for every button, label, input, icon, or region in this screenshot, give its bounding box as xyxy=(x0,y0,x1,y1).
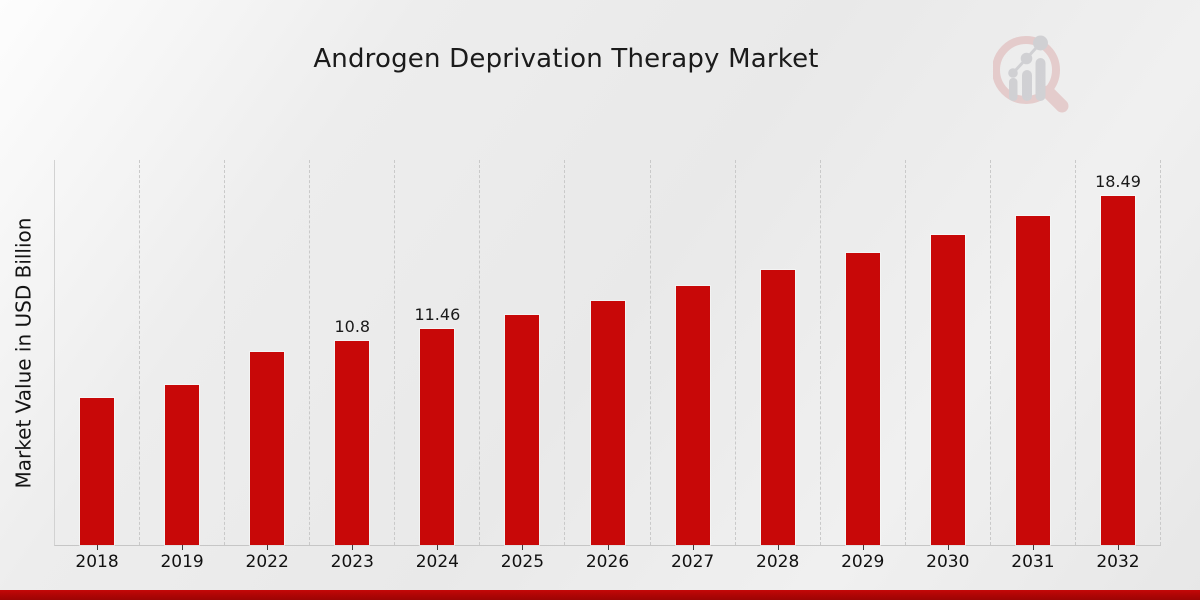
bar-2028 xyxy=(760,270,795,545)
bar-column-2031: 2031 xyxy=(991,160,1076,572)
x-tick-2031 xyxy=(1032,545,1034,550)
bar-2019 xyxy=(165,385,200,545)
bar-column-2027: 2027 xyxy=(651,160,736,572)
bar-column-2030: 2030 xyxy=(906,160,991,572)
bar-column-2032: 18.49 2032 xyxy=(1076,160,1162,572)
logo-dot-medium-icon xyxy=(1020,52,1033,65)
x-tick-label-2027: 2027 xyxy=(670,552,715,572)
bar-2018 xyxy=(80,398,115,545)
x-tick-label-2026: 2026 xyxy=(585,552,630,572)
bar-value-label-2024: 11.46 xyxy=(414,305,461,324)
x-tick-label-2018: 2018 xyxy=(75,552,119,572)
bar-2031 xyxy=(1015,216,1050,545)
x-tick-label-2022: 2022 xyxy=(245,552,289,572)
x-tick-2027 xyxy=(692,545,694,550)
bar-column-2025: 2025 xyxy=(480,160,566,572)
x-tick-label-2029: 2029 xyxy=(841,552,885,572)
bar-2030 xyxy=(930,235,965,545)
bar-2023 xyxy=(335,341,370,545)
bar-column-2019: 2019 xyxy=(140,160,226,572)
x-tick-2030 xyxy=(947,545,949,550)
chart-title: Androgen Deprivation Therapy Market xyxy=(313,44,819,74)
logo-dot-small-icon xyxy=(1008,68,1018,78)
y-axis-label-wrap: Market Value in USD Billion xyxy=(0,160,46,545)
bar-2027 xyxy=(675,286,710,545)
footer-accent-bar xyxy=(0,590,1200,600)
x-tick-2018 xyxy=(97,545,99,550)
x-tick-2028 xyxy=(777,545,779,550)
bar-value-label-2032: 18.49 xyxy=(1095,172,1141,191)
bar-2024 xyxy=(420,329,455,545)
x-tick-2026 xyxy=(607,545,609,550)
bar-column-2023: 10.8 2023 xyxy=(310,160,396,572)
y-axis-label: Market Value in USD Billion xyxy=(11,217,35,488)
x-tick-2029 xyxy=(862,545,864,550)
bar-2025 xyxy=(505,315,540,545)
bar-2032 xyxy=(1100,196,1135,545)
bar-2022 xyxy=(250,352,285,545)
x-tick-label-2031: 2031 xyxy=(1011,552,1055,572)
logo-bar-small-icon xyxy=(1009,78,1018,101)
x-tick-2032 xyxy=(1117,545,1119,550)
x-tick-label-2024: 2024 xyxy=(415,552,459,572)
x-tick-label-2023: 2023 xyxy=(330,552,374,572)
x-tick-label-2028: 2028 xyxy=(756,552,800,572)
x-tick-2023 xyxy=(352,545,354,550)
x-tick-2019 xyxy=(182,545,184,550)
bar-column-2018: 2018 xyxy=(55,160,141,572)
magnifier-handle-icon xyxy=(1041,85,1069,113)
x-tick-label-2025: 2025 xyxy=(500,552,545,572)
bar-column-2024: 11.46 2024 xyxy=(395,160,481,572)
x-tick-label-2019: 2019 xyxy=(160,552,204,572)
bar-column-2028: 2028 xyxy=(736,160,821,572)
x-tick-label-2032: 2032 xyxy=(1096,552,1140,572)
bar-column-2026: 2026 xyxy=(565,160,651,572)
bar-column-2029: 2029 xyxy=(821,160,906,572)
x-tick-2022 xyxy=(267,545,269,550)
logo-bar-medium-icon xyxy=(1022,70,1032,101)
bar-2026 xyxy=(590,301,625,545)
x-tick-2025 xyxy=(522,545,524,550)
plot-area: 2018 2019 2022 10.8 2023 11.46 2024 2025 2026 202… xyxy=(54,160,1162,572)
bar-2029 xyxy=(845,253,880,545)
x-tick-2024 xyxy=(437,545,439,550)
logo-bar-tall-icon xyxy=(1035,58,1046,101)
market-research-future-watermark-logo xyxy=(993,35,1069,113)
logo-dot-large-icon xyxy=(1033,35,1048,51)
bar-column-2022: 2022 xyxy=(225,160,311,572)
x-tick-label-2030: 2030 xyxy=(926,552,970,572)
bar-value-label-2023: 10.8 xyxy=(334,317,371,336)
